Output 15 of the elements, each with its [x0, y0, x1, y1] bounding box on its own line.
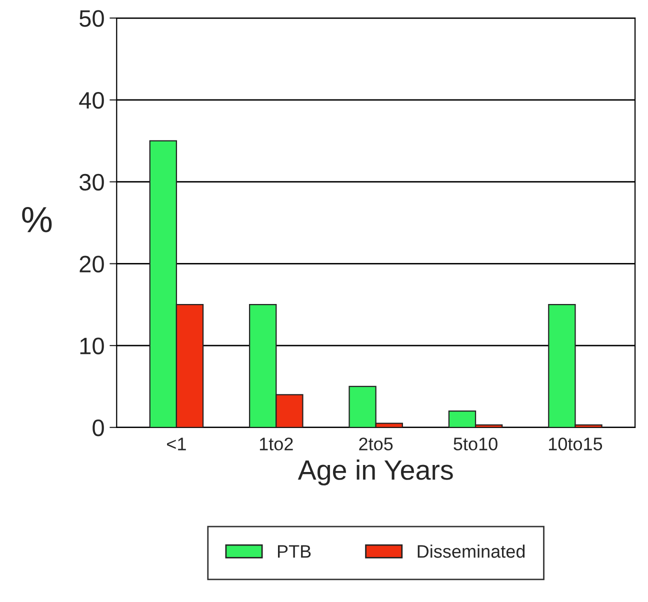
y-tick-label: 0	[92, 419, 104, 436]
y-tick-label: 30	[79, 174, 104, 191]
x-tick-label: 10to15	[548, 438, 602, 450]
y-tick-label: 40	[79, 92, 104, 109]
x-axis-title: Age in Years	[298, 460, 453, 486]
legend-label: PTB	[278, 545, 311, 558]
x-tick-label: 5to10	[454, 438, 498, 450]
y-tick-label: 50	[80, 10, 104, 27]
x-tick-label: 2to5	[359, 438, 393, 450]
y-tick-label: 10	[80, 338, 104, 354]
x-tick-label: 1to2	[260, 438, 293, 450]
y-axis-title: %	[22, 207, 52, 232]
y-tick-label: 20	[80, 256, 104, 272]
legend-label: Disseminated	[418, 544, 525, 558]
x-tick-label: <1	[167, 438, 186, 450]
